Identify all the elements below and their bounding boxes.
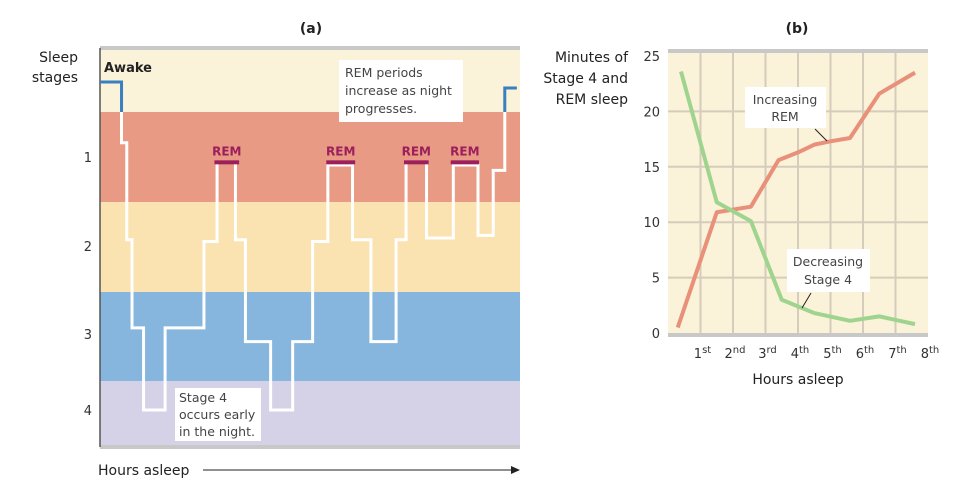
annotation-stage4-early: Stage 4 occurs early in the night. bbox=[175, 388, 261, 441]
rem-label: REM bbox=[212, 144, 241, 158]
annotation-line: REM periods bbox=[345, 65, 423, 80]
panel-b-ylabel-line1: Minutes of bbox=[555, 50, 629, 66]
panel-b-ylabel-line2: Stage 4 and bbox=[543, 71, 628, 87]
rem-bar bbox=[326, 160, 356, 165]
rem-bar bbox=[403, 160, 429, 165]
x-tick-label: 7th bbox=[888, 345, 907, 362]
x-tick-label: 1st bbox=[694, 345, 711, 362]
panel-a-ylabel-line2: stages bbox=[32, 70, 78, 86]
annotation-increasing-rem: Increasing REM bbox=[745, 87, 828, 142]
stage-label-awake: Awake bbox=[104, 61, 152, 76]
panel-b: (b) Minutes of Stage 4 and REM sleep 0 5 1… bbox=[543, 21, 939, 388]
panel-a-label: (a) bbox=[300, 21, 322, 37]
panel-b-bottom-border bbox=[668, 333, 928, 337]
panel-b-ylabel-line3: REM sleep bbox=[556, 92, 629, 108]
hypnogram-line bbox=[120, 112, 507, 412]
stage-label-3: 3 bbox=[84, 328, 92, 343]
panel-a-top-border bbox=[100, 46, 520, 50]
rem-bar bbox=[450, 160, 480, 165]
y-tick-label: 10 bbox=[643, 216, 660, 231]
leader-line bbox=[814, 128, 828, 142]
awake-segment-start bbox=[100, 80, 124, 112]
awake-segment-end bbox=[503, 86, 517, 112]
x-tick-label: 8th bbox=[921, 345, 940, 362]
band-stage-2 bbox=[100, 202, 520, 292]
band-stage-1 bbox=[100, 112, 520, 202]
band-stage-3 bbox=[100, 292, 520, 381]
annotation-rem-periods: REM periods increase as night progresses… bbox=[339, 60, 463, 122]
annotation-line: progresses. bbox=[345, 101, 417, 116]
x-tick-label: 5th bbox=[823, 345, 842, 362]
rem-bar bbox=[214, 160, 240, 165]
band-stage-4 bbox=[100, 381, 520, 445]
panel-a: (a) Sleep stages Awake 1 2 3 4 REM REM REM… bbox=[32, 21, 520, 479]
series-label-line: Stage 4 bbox=[804, 272, 852, 287]
series-label-line: REM bbox=[771, 109, 798, 124]
annotation-line: Stage 4 bbox=[179, 390, 227, 405]
x-tick-label: 4th bbox=[791, 345, 810, 362]
series-label-line: Increasing bbox=[753, 92, 818, 107]
annotation-line: increase as night bbox=[345, 83, 452, 98]
y-tick-label: 5 bbox=[652, 272, 660, 287]
panel-b-xlabel: Hours asleep bbox=[752, 372, 843, 388]
stage-label-1: 1 bbox=[84, 151, 92, 166]
arrow-head-icon bbox=[511, 466, 520, 474]
panel-b-label: (b) bbox=[786, 21, 809, 37]
panel-a-ylabel-line1: Sleep bbox=[39, 50, 78, 66]
panel-a-xlabel: Hours asleep bbox=[98, 463, 189, 479]
y-tick-label: 0 bbox=[652, 327, 660, 342]
series-label-line: Decreasing bbox=[793, 254, 863, 269]
rem-label: REM bbox=[450, 144, 479, 158]
stage-label-4: 4 bbox=[84, 404, 92, 419]
x-tick-label: 3rd bbox=[758, 345, 777, 362]
rem-label: REM bbox=[326, 144, 355, 158]
y-tick-label: 15 bbox=[643, 161, 660, 176]
y-tick-label: 20 bbox=[643, 105, 660, 120]
leader-line bbox=[801, 292, 812, 309]
panel-b-top-border bbox=[668, 49, 928, 53]
annotation-line: occurs early bbox=[179, 407, 256, 422]
stage-label-2: 2 bbox=[84, 240, 92, 255]
series-line-stage4 bbox=[679, 70, 916, 327]
annotation-decreasing-stage4: Decreasing Stage 4 bbox=[787, 249, 870, 309]
x-tick-label: 2nd bbox=[725, 345, 746, 362]
rem-label: REM bbox=[402, 144, 431, 158]
panel-a-bottom-border bbox=[100, 445, 520, 449]
y-tick-label: 25 bbox=[643, 50, 660, 65]
x-tick-label: 6th bbox=[856, 345, 875, 362]
annotation-line: in the night. bbox=[179, 424, 255, 439]
